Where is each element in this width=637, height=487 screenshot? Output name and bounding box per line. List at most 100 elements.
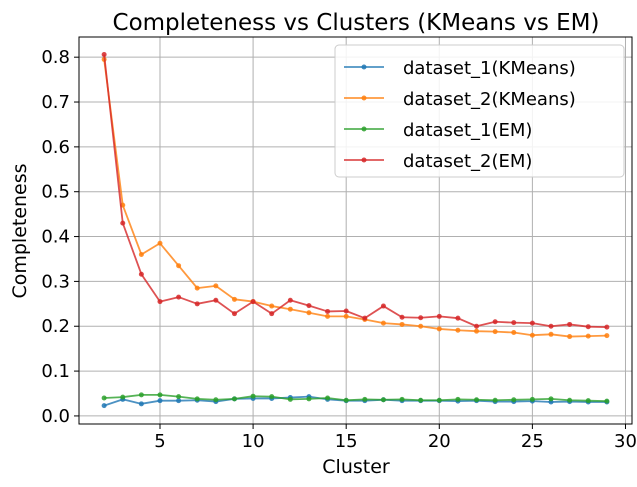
series-line [103,54,607,329]
data-point [418,323,424,329]
plot-frame [78,36,633,425]
data-point [529,320,535,326]
data-point [399,321,405,327]
data-point [306,396,312,402]
data-point [548,323,554,329]
legend-marker [361,64,367,70]
data-point [306,303,312,309]
series-4 [101,51,610,330]
data-point [474,328,480,334]
data-point [157,299,163,305]
x-tick-label: 10 [242,431,265,452]
data-point [194,396,200,402]
data-point [250,299,256,305]
legend: dataset_1(KMeans) dataset_2(KMeans)datase… [334,44,625,178]
data-point [157,392,163,398]
data-point [436,326,442,332]
series-line [103,59,607,338]
data-point [213,397,219,403]
x-tick-label: 25 [521,431,544,452]
data-point [492,319,498,325]
data-point [604,398,610,404]
data-point [176,398,182,404]
data-point [213,297,219,303]
data-point [418,397,424,403]
data-point [455,315,461,321]
data-point [604,333,610,339]
data-point [399,396,405,402]
data-point [399,314,405,320]
y-tick-label: 0.7 [41,92,70,113]
chart-title: Completeness vs Clusters (KMeans vs EM) [113,10,600,36]
data-point [511,397,517,403]
series-line [104,393,607,403]
data-point [138,251,144,257]
data-point [269,394,275,400]
data-point [194,301,200,307]
y-tick-label: 0.2 [41,316,70,337]
data-point [287,297,293,303]
x-tick-label: 20 [428,431,451,452]
data-point [604,324,610,330]
data-point [287,396,293,402]
legend-label: dataset_1(EM) [403,120,532,141]
y-tick-label: 0.6 [41,137,70,158]
data-point [511,320,517,326]
data-point [474,397,480,403]
data-point [380,397,386,403]
x-tick-label: 15 [335,431,358,452]
legend-label: dataset_2(KMeans) [403,89,576,110]
data-point [548,396,554,402]
data-point [120,394,126,400]
data-point [585,324,591,330]
data-point [567,334,573,340]
legend-items: dataset_1(KMeans) dataset_2(KMeans)datase… [344,58,576,172]
legend-label: dataset_2(EM) [403,151,532,172]
data-point [529,396,535,402]
data-point [287,306,293,312]
data-point [325,395,331,401]
data-point [194,285,200,291]
data-point [567,397,573,403]
data-point [231,396,237,402]
data-point [585,398,591,404]
data-point [213,283,219,289]
legend-marker [361,126,367,132]
x-tick-label: 30 [614,431,637,452]
data-point [436,397,442,403]
data-point [362,315,368,321]
y-tick-label: 0.0 [41,406,70,427]
data-point [138,401,144,407]
data-point [176,294,182,300]
data-point [548,331,554,337]
y-tick-label: 0.5 [41,182,70,203]
legend-box [334,44,625,178]
data-point [231,296,237,302]
data-point [250,393,256,399]
data-point [455,327,461,333]
data-point [138,271,144,277]
data-point [269,311,275,317]
data-point [343,397,349,403]
data-point [120,220,126,226]
data-point [436,313,442,319]
data-point [380,303,386,309]
y-axis-label: Completeness [9,163,31,298]
axis-ticks: 5 10 15 20 25 30 0.0 0.1 0.2 0.3 0.4 0.5 0.6 0.7 0.8 [41,47,637,452]
data-point [380,320,386,326]
data-point [325,313,331,319]
y-tick-label: 0.8 [41,47,70,68]
data-point [492,329,498,335]
y-tick-label: 0.3 [41,271,70,292]
data-point [306,310,312,316]
data-point [157,398,163,404]
series-layer [101,51,610,409]
data-point [176,263,182,269]
data-point [343,313,349,319]
data-point [157,240,163,246]
data-point [529,332,535,338]
data-point [101,395,107,401]
y-tick-label: 0.4 [41,227,70,248]
